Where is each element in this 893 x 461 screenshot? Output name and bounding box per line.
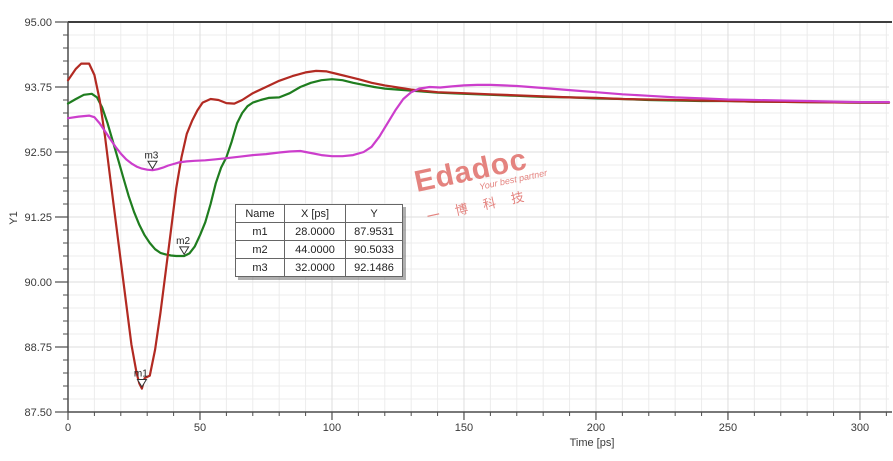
x-axis-title: Time [ps] [569, 437, 615, 449]
curve-magenta[interactable] [66, 83, 891, 172]
y-axis-title: Y1 [8, 211, 20, 225]
marker-x-cell: 32.0000 [284, 258, 346, 277]
marker-triangle-m3[interactable] [147, 160, 158, 170]
y-tick-label: 92.50 [24, 147, 52, 159]
marker-label-m1: m1 [134, 368, 148, 379]
marker-x-cell: 44.0000 [284, 240, 346, 259]
marker-table-row-m3: m3 32.0000 92.1486 [235, 258, 403, 277]
y-tick-label: 91.25 [24, 212, 52, 224]
x-tick-label: 100 [323, 422, 341, 434]
marker-y-cell: 92.1486 [345, 258, 403, 277]
marker-label-m2: m2 [176, 236, 190, 247]
x-tick-label: 200 [587, 422, 605, 434]
marker-y-cell: 90.5033 [345, 240, 403, 259]
marker-table-header-y: Y [345, 204, 403, 223]
marker-table-header-name: Name [235, 204, 285, 223]
marker-table-row-m2: m2 44.0000 90.5033 [235, 240, 403, 259]
marker-name-cell: m2 [235, 240, 285, 259]
marker-y-cell: 87.9531 [345, 222, 403, 241]
marker-name-cell: m3 [235, 258, 285, 277]
marker-table-header-row: Name X [ps] Y [235, 204, 403, 223]
marker-table-header-x: X [ps] [284, 204, 346, 223]
y-tick-label: 87.50 [24, 407, 52, 419]
marker-triangle-m1[interactable] [136, 378, 148, 388]
y-tick-label: 95.00 [24, 17, 52, 29]
x-tick-label: 250 [719, 422, 737, 434]
x-tick-label: 0 [65, 422, 71, 434]
curve-green[interactable] [66, 78, 891, 258]
marker-x-cell: 28.0000 [284, 222, 346, 241]
marker-table-row-m1: m1 28.0000 87.9531 [235, 222, 403, 241]
marker-triangle-m2[interactable] [178, 246, 190, 256]
curve-red[interactable] [66, 62, 891, 390]
y-tick-label: 93.75 [24, 82, 52, 94]
y-tick-label: 88.75 [24, 342, 52, 354]
x-tick-label: 300 [851, 422, 869, 434]
marker-label-m3: m3 [144, 150, 158, 161]
x-tick-label: 150 [455, 422, 473, 434]
y-tick-label: 90.00 [24, 277, 52, 289]
marker-table: Name X [ps] Y m1 28.0000 87.9531 m2 44.0… [235, 204, 403, 277]
x-tick-label: 50 [194, 422, 206, 434]
marker-name-cell: m1 [235, 222, 285, 241]
